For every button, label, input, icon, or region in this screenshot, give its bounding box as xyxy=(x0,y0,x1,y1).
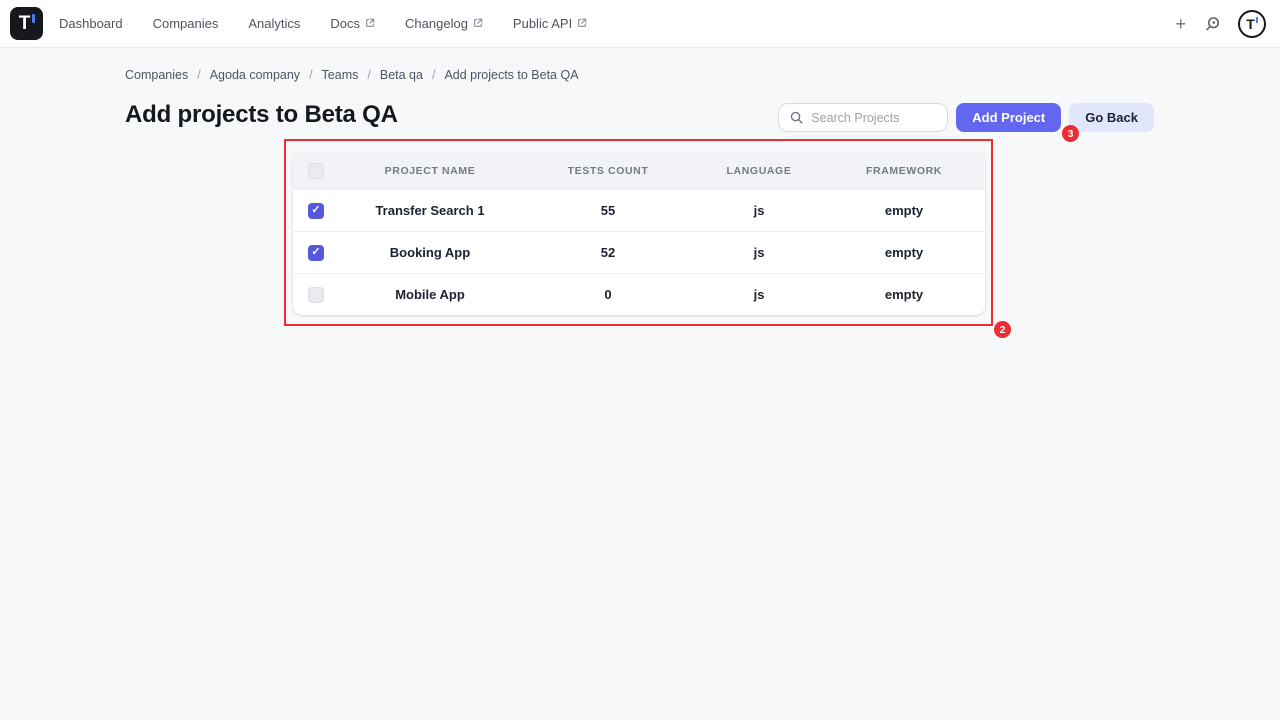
toolbar: Add Project Go Back xyxy=(778,103,1154,132)
nav-item-changelog[interactable]: Changelog xyxy=(405,16,483,31)
column-header-tests-count: TESTS COUNT xyxy=(567,164,649,177)
page-title: Add projects to Beta QA xyxy=(125,101,398,128)
row-checkbox[interactable] xyxy=(308,202,324,219)
cell-framework: empty xyxy=(884,203,924,218)
table-row[interactable]: Booking App 52 js empty xyxy=(293,231,985,273)
breadcrumb-current-page: Add projects to Beta QA xyxy=(444,68,579,82)
column-header-language: LANGUAGE xyxy=(726,164,792,177)
cell-framework: empty xyxy=(884,245,924,260)
breadcrumb-separator: / xyxy=(431,68,436,82)
cell-project-name: Booking App xyxy=(389,245,471,260)
column-header-project-name: PROJECT NAME xyxy=(384,164,476,177)
breadcrumb-separator: / xyxy=(367,68,371,82)
app-logo[interactable]: T xyxy=(10,7,43,40)
topbar-right-actions: + T xyxy=(1175,9,1266,38)
row-checkbox[interactable] xyxy=(308,286,324,303)
cell-language: js xyxy=(753,245,765,260)
cell-language: js xyxy=(753,203,765,218)
nav-item-dashboard[interactable]: Dashboard xyxy=(59,16,123,31)
external-link-icon xyxy=(365,18,375,28)
nav-item-docs[interactable]: Docs xyxy=(330,16,375,31)
cell-language: js xyxy=(753,287,765,302)
avatar-accent xyxy=(1256,16,1258,23)
search-icon xyxy=(790,111,803,124)
nav-item-companies[interactable]: Companies xyxy=(152,16,219,31)
top-nav-bar: T Dashboard Companies Analytics Docs Cha… xyxy=(0,0,1280,48)
breadcrumb-separator: / xyxy=(197,68,201,82)
main-nav: Dashboard Companies Analytics Docs Chang… xyxy=(59,16,587,31)
add-icon[interactable]: + xyxy=(1175,13,1186,34)
breadcrumb-teams[interactable]: Teams xyxy=(321,68,359,82)
breadcrumb-beta-qa[interactable]: Beta qa xyxy=(379,68,423,82)
go-back-button[interactable]: Go Back xyxy=(1069,103,1154,132)
annotation-badge-2: 2 xyxy=(994,321,1011,338)
table-row[interactable]: Transfer Search 1 55 js empty xyxy=(293,189,985,231)
breadcrumb: Companies / Agoda company / Teams / Beta… xyxy=(125,68,579,82)
cell-tests-count: 52 xyxy=(600,245,616,260)
column-header-framework: FRAMEWORK xyxy=(866,164,942,177)
cell-tests-count: 0 xyxy=(604,287,612,302)
select-all-checkbox[interactable] xyxy=(308,162,324,179)
app-logo-accent xyxy=(32,14,35,23)
breadcrumb-agoda-company[interactable]: Agoda company xyxy=(209,68,301,82)
app-logo-letter: T xyxy=(18,13,31,34)
search-icon[interactable] xyxy=(1203,15,1221,33)
cell-framework: empty xyxy=(884,287,924,302)
table-row[interactable]: Mobile App 0 js empty xyxy=(293,273,985,315)
external-link-icon xyxy=(577,18,587,28)
external-link-icon xyxy=(473,18,483,28)
table-header-row: PROJECT NAME TESTS COUNT LANGUAGE FRAMEW… xyxy=(293,152,985,189)
breadcrumb-separator: / xyxy=(309,68,313,82)
search-projects-input[interactable] xyxy=(811,110,937,125)
add-project-button[interactable]: Add Project xyxy=(956,103,1062,132)
cell-project-name: Mobile App xyxy=(395,287,465,302)
nav-item-public-api[interactable]: Public API xyxy=(513,16,587,31)
avatar-letter: T xyxy=(1246,15,1255,32)
projects-table: PROJECT NAME TESTS COUNT LANGUAGE FRAMEW… xyxy=(293,152,985,315)
user-avatar[interactable]: T xyxy=(1238,9,1266,38)
cell-tests-count: 55 xyxy=(600,203,616,218)
annotation-badge-3: 3 xyxy=(1062,125,1079,142)
cell-project-name: Transfer Search 1 xyxy=(375,203,485,218)
breadcrumb-companies[interactable]: Companies xyxy=(125,68,189,82)
row-checkbox[interactable] xyxy=(308,244,324,261)
project-search-box[interactable] xyxy=(778,103,949,132)
nav-item-analytics[interactable]: Analytics xyxy=(248,16,301,31)
